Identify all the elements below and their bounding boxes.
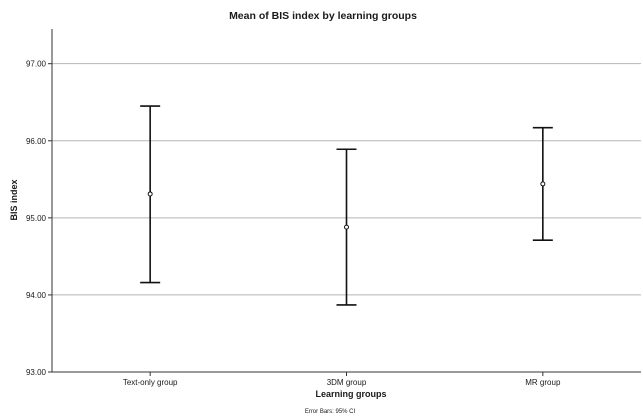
y-tick-label: 97.00 (26, 60, 47, 69)
error-bars (140, 105, 553, 306)
x-tick-label: 3DM group (327, 378, 367, 387)
y-tick-label: 96.00 (26, 137, 47, 146)
mean-point (147, 191, 153, 197)
y-tick-label: 94.00 (26, 291, 47, 300)
x-axis-ticks: Text-only group 3DM group MR group (123, 372, 561, 387)
error-bars-footnote: Error Bars: 95% CI (305, 409, 356, 415)
error-bar (532, 126, 553, 241)
y-axis-title: BIS index (9, 179, 19, 220)
chart-title: Mean of BIS index by learning groups (229, 10, 417, 22)
x-tick-label: MR group (525, 378, 561, 387)
mean-point (540, 181, 546, 187)
y-tick-label: 95.00 (26, 214, 47, 223)
y-axis-ticks: 93.00 94.00 95.00 96.00 97.00 (26, 60, 52, 377)
error-bar (140, 105, 161, 284)
error-bar (336, 148, 357, 306)
mean-point (344, 224, 349, 230)
x-tick-label: Text-only group (123, 378, 178, 387)
x-axis-title: Learning groups (315, 389, 386, 399)
y-tick-label: 93.00 (26, 368, 47, 377)
